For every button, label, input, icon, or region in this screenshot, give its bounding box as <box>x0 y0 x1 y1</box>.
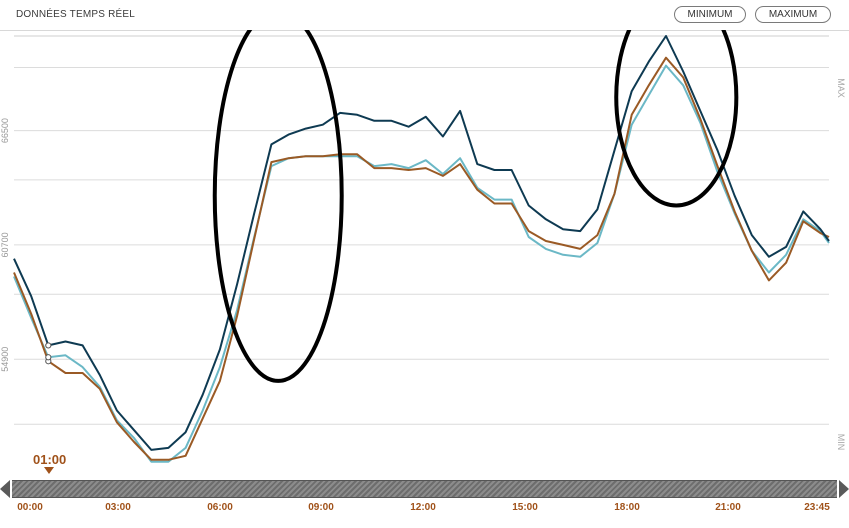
y-tick-label: 66500 <box>0 118 10 143</box>
timeline-tick-label: 15:00 <box>512 502 538 513</box>
maximum-button[interactable]: MAXIMUM <box>755 6 831 23</box>
y-min-label: MIN <box>836 434 846 451</box>
timeline-ticks: 00:00 03:00 06:00 09:00 12:00 15:00 18:00 21:00… <box>0 500 849 518</box>
timeline-tick-label: 21:00 <box>715 502 741 513</box>
top-bar: DONNÉES TEMPS RÉEL MINIMUM MAXIMUM <box>0 0 849 31</box>
timeline-tick-label: 18:00 <box>614 502 640 513</box>
series-line-brown <box>13 56 830 461</box>
highlight-ellipse-1 <box>212 30 344 383</box>
timeline-tick-label: 09:00 <box>308 502 334 513</box>
timeline-tick-label: 12:00 <box>410 502 436 513</box>
series-line-navy <box>13 35 830 451</box>
timeline-tick-label: 03:00 <box>105 502 131 513</box>
timeline-tick-label: 06:00 <box>207 502 233 513</box>
time-marker-label: 01:00 <box>33 452 67 467</box>
cursor-dot <box>45 342 52 349</box>
time-marker-arrow-icon[interactable] <box>44 467 54 474</box>
realtime-line-chart: 54900 60700 66500 MAX MIN <box>0 30 846 463</box>
y-tick-label: 54900 <box>0 347 10 372</box>
y-tick-label: 60700 <box>0 232 10 257</box>
scroll-right-icon[interactable] <box>839 480 849 498</box>
scroll-left-icon[interactable] <box>0 480 10 498</box>
highlight-ellipse-2 <box>614 30 739 208</box>
timeline-track[interactable] <box>12 480 837 498</box>
timeline-tick-label: 00:00 <box>17 502 43 513</box>
page-title: DONNÉES TEMPS RÉEL <box>16 9 136 20</box>
series-line-cyan <box>13 64 830 463</box>
y-max-label: MAX <box>836 78 846 98</box>
timeline-scrollbar[interactable] <box>0 478 849 500</box>
cursor-dot <box>45 354 52 361</box>
minimum-button[interactable]: MINIMUM <box>674 6 746 23</box>
timeline-tick-label: 23:45 <box>804 502 830 513</box>
